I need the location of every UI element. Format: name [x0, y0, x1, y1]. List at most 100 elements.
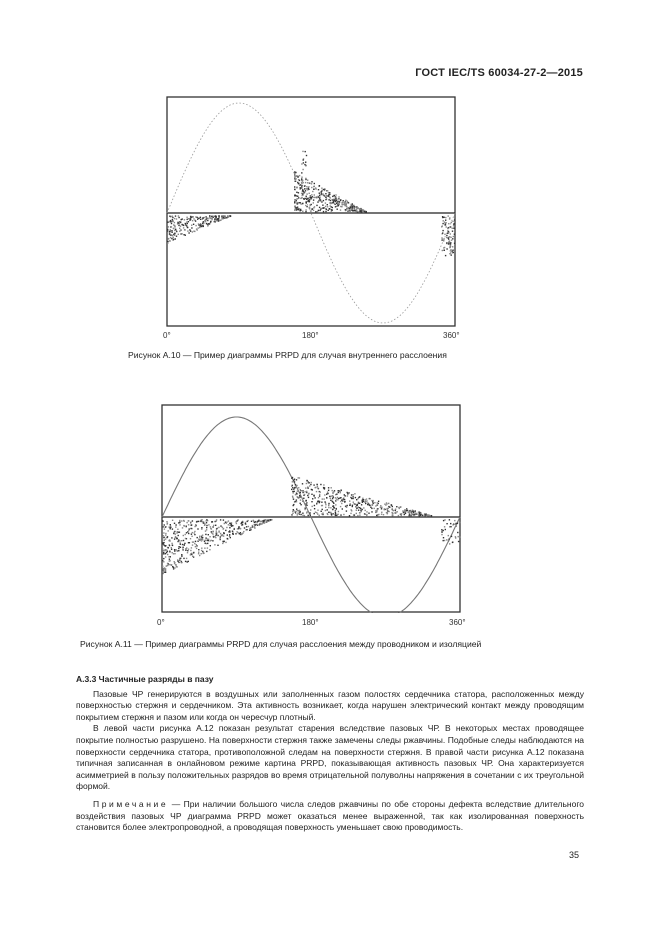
pd-point — [307, 494, 309, 497]
pd-point — [332, 495, 334, 497]
pd-point — [385, 502, 388, 504]
pd-point — [188, 542, 191, 544]
pd-point — [229, 530, 231, 532]
pd-point — [297, 477, 299, 479]
pd-point — [346, 495, 349, 497]
pd-point — [202, 217, 204, 220]
pd-point — [299, 202, 301, 204]
pd-point — [203, 540, 206, 542]
pd-point — [453, 219, 456, 221]
pd-point — [218, 215, 220, 217]
pd-point — [218, 530, 220, 532]
pd-point — [449, 245, 452, 247]
pd-point — [441, 239, 443, 241]
pd-point — [342, 500, 344, 502]
pd-point — [325, 210, 327, 213]
pd-point — [168, 220, 171, 223]
pd-point — [172, 566, 175, 569]
pd-point — [449, 526, 451, 528]
pd-point — [426, 515, 429, 517]
pd-point — [316, 512, 318, 514]
pd-point — [296, 198, 298, 200]
pd-point — [205, 222, 208, 225]
pd-point — [450, 239, 453, 241]
pd-point — [451, 227, 453, 229]
pd-point — [302, 168, 304, 171]
pd-point — [178, 221, 180, 224]
pd-point — [321, 187, 323, 189]
pd-point — [213, 524, 215, 527]
pd-point — [180, 233, 182, 235]
pd-point — [295, 171, 297, 174]
pd-point — [228, 531, 230, 533]
pd-point — [202, 552, 204, 555]
pd-point — [343, 202, 345, 204]
pd-point — [295, 479, 298, 481]
pd-point — [304, 508, 306, 511]
pd-point — [185, 548, 187, 550]
pd-point — [304, 150, 306, 153]
pd-point — [262, 521, 264, 524]
pd-point — [256, 524, 259, 526]
pd-point — [346, 491, 348, 494]
pd-point — [345, 510, 348, 512]
pd-point — [163, 536, 165, 539]
pd-point — [207, 224, 209, 226]
pd-point — [411, 509, 414, 511]
pd-point — [172, 239, 174, 241]
pd-point — [206, 550, 208, 553]
pd-point — [170, 547, 172, 549]
pd-point — [331, 500, 333, 503]
pd-point — [167, 237, 170, 240]
pd-point — [236, 520, 238, 522]
pd-point — [162, 542, 164, 544]
pd-point — [176, 566, 178, 568]
pd-point — [331, 206, 333, 209]
pd-point — [211, 218, 213, 221]
pd-point — [353, 514, 356, 516]
pd-point — [202, 539, 204, 541]
pd-point — [317, 195, 319, 198]
pd-point — [376, 514, 378, 517]
pd-point — [216, 219, 218, 221]
pd-point — [244, 523, 247, 525]
pd-point — [336, 514, 338, 516]
pd-point — [335, 205, 338, 207]
pd-point — [181, 520, 183, 522]
pd-point — [179, 222, 181, 224]
pd-point — [222, 535, 225, 537]
pd-point — [450, 254, 452, 256]
pd-point — [307, 200, 309, 203]
pd-point — [187, 524, 190, 526]
pd-point — [165, 532, 167, 535]
pd-point — [201, 538, 203, 540]
pd-point — [305, 482, 308, 485]
pd-point — [324, 509, 327, 512]
pd-point — [306, 502, 308, 504]
pd-point — [166, 562, 169, 565]
pd-point — [205, 533, 207, 536]
pd-point — [417, 514, 420, 516]
pd-point — [349, 210, 351, 213]
pd-point — [172, 220, 174, 222]
pd-point — [171, 519, 174, 521]
section-heading: А.3.3 Частичные разряды в пазу — [76, 674, 214, 684]
pd-point — [321, 189, 323, 192]
pd-point — [231, 530, 234, 532]
pd-point — [199, 223, 202, 225]
pd-point — [163, 569, 165, 571]
pd-point — [174, 225, 176, 227]
pd-point — [307, 179, 309, 181]
pd-point — [355, 512, 357, 515]
pd-point — [293, 488, 295, 490]
pd-point — [441, 531, 443, 533]
pd-point — [423, 513, 426, 515]
pd-point — [215, 533, 218, 535]
pd-point — [162, 570, 164, 572]
pd-point — [447, 230, 449, 233]
pd-point — [296, 496, 298, 498]
pd-point — [330, 507, 332, 509]
pd-point — [205, 529, 208, 531]
pd-point — [390, 504, 393, 506]
pd-point — [208, 223, 210, 225]
